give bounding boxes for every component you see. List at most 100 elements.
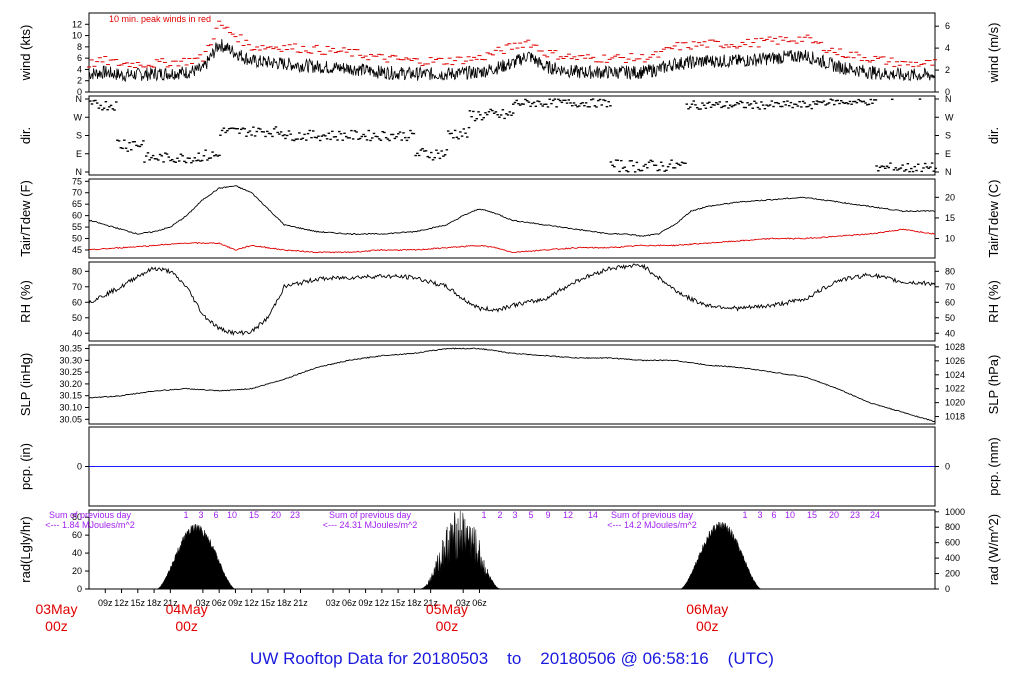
panel-frame <box>88 261 936 342</box>
x-tick-label: 21z <box>293 598 308 608</box>
x-tick-label: 09z <box>228 598 243 608</box>
title-part-1: UW Rooftop Data for 20180503 <box>250 649 489 668</box>
y-tick-label: 60 <box>72 211 82 221</box>
y-tick-label: 30.10 <box>59 402 82 412</box>
y-tick-label-right: 1028 <box>945 342 965 352</box>
y-tick-label: 10 <box>72 31 82 41</box>
day-label: 03May <box>35 601 77 617</box>
rad-hour-label: 5 <box>528 510 533 520</box>
rad-sum-value: <--- 1.84 MJoules/m^2 <box>45 520 135 530</box>
y-axis-label: pcp. (in) <box>18 443 33 490</box>
rad-hour-label: 1 <box>742 510 747 520</box>
x-tick-label: 03z <box>196 598 211 608</box>
rad-hour-label: 20 <box>271 510 281 520</box>
y-tick-label: 50 <box>72 313 82 323</box>
panel-frame <box>88 509 936 590</box>
y-tick-label-right: 1018 <box>945 412 965 422</box>
x-tick-label: 15z <box>261 598 276 608</box>
y-tick-label: 4 <box>77 64 82 74</box>
y-tick-label: W <box>74 112 83 122</box>
y-tick-label: 30.05 <box>59 414 82 424</box>
y-tick-label: 20 <box>72 566 82 576</box>
title-spacer-2 <box>526 649 535 668</box>
rad-hour-label: 14 <box>588 510 598 520</box>
y-tick-label: S <box>76 131 82 141</box>
chart-title: UW Rooftop Data for 20180503 to 20180506… <box>0 649 1024 669</box>
rad-sum-value: <--- 24.31 MJoules/m^2 <box>323 520 418 530</box>
x-tick-label: 06z <box>212 598 227 608</box>
y-tick-label-right: 1020 <box>945 398 965 408</box>
y-tick-label: 30.15 <box>59 391 82 401</box>
y-axis-label-right: RH (%) <box>986 280 1001 323</box>
y-tick-label-right: 1024 <box>945 370 965 380</box>
y-tick-label: 80 <box>72 266 82 276</box>
y-axis-label: RH (%) <box>18 280 33 323</box>
y-tick-label: 45 <box>72 245 82 255</box>
y-tick-label: 0 <box>77 462 82 472</box>
panel-pcp: pcp. (in) pcp. (mm) 0 0 <box>18 426 1001 507</box>
y-tick-label: 65 <box>72 199 82 209</box>
x-tick-label: 21z <box>423 598 438 608</box>
y-tick-label-right: 600 <box>945 538 960 548</box>
rad-hour-label: 15 <box>249 510 259 520</box>
y-tick-label: E <box>76 149 82 159</box>
rad-hour-label: 9 <box>545 510 550 520</box>
rad-hour-label: 6 <box>771 510 776 520</box>
rad-sum-value: <--- 14.2 MJoules/m^2 <box>607 520 697 530</box>
y-tick-label-right: 2 <box>945 65 950 75</box>
radiation-area <box>156 523 236 590</box>
panel-rh: RH (%) RH (%) 80 70 60 50 40 80 70 60 50 40 <box>18 261 1001 342</box>
y-tick-label-right: 1026 <box>945 356 965 366</box>
y-axis-label: Tair/Tdew (F) <box>18 180 33 257</box>
panel-frame <box>88 344 936 425</box>
y-tick-label: 8 <box>77 42 82 52</box>
panel-rad: rad(Lgly/hr) rad (W/m^2)80604020010008006… <box>18 507 1001 594</box>
y-tick-label-right: 40 <box>945 328 955 338</box>
day-hour-label: 00z <box>45 618 68 634</box>
slp-series-0 <box>88 347 936 422</box>
day-hour-label: 00z <box>175 618 198 634</box>
rad-sum-label: Sum of previous day <box>329 510 412 520</box>
y-tick-label: 0 <box>77 87 82 97</box>
x-tick-label: 15z <box>391 598 406 608</box>
y-tick-label-right: 20 <box>945 192 955 202</box>
x-tick-label: 03z <box>456 598 471 608</box>
rad-hour-label: 1 <box>183 510 188 520</box>
y-tick-label: 80 <box>72 512 82 522</box>
x-tick-label: 03z <box>326 598 341 608</box>
y-tick-label: 30.30 <box>59 355 82 365</box>
y-axis-label-right: wind (m/s) <box>986 23 1001 84</box>
y-tick-label-right: 70 <box>945 282 955 292</box>
y-tick-label: 30.20 <box>59 379 82 389</box>
y-tick-label-right: 1022 <box>945 384 965 394</box>
y-tick-label: 70 <box>72 282 82 292</box>
temp-series-1 <box>89 228 936 254</box>
y-tick-label: 0 <box>77 584 82 594</box>
panel-frame <box>88 95 936 176</box>
y-axis-label: SLP (inHg) <box>18 353 33 416</box>
y-tick-label: 50 <box>72 234 82 244</box>
title-part-2: to <box>507 649 522 668</box>
title-part-4: (UTC) <box>727 649 774 668</box>
rad-hour-label: 20 <box>829 510 839 520</box>
rad-sum-label: Sum of previous day <box>49 510 132 520</box>
y-tick-label-right: 1000 <box>945 507 965 517</box>
y-axis-label: dir. <box>18 127 33 144</box>
x-tick-label: 12z <box>244 598 259 608</box>
y-tick-label-right: 80 <box>945 266 955 276</box>
x-tick-label: 09z <box>358 598 373 608</box>
day-hour-label: 00z <box>696 618 719 634</box>
y-axis-label-right: SLP (hPa) <box>986 355 1001 415</box>
radiation-area <box>419 510 502 590</box>
y-tick-label: 6 <box>77 53 82 63</box>
y-axis-label: wind (kts) <box>18 25 33 82</box>
y-tick-label: 70 <box>72 188 82 198</box>
panel-frame <box>88 12 936 93</box>
x-tick-label: 12z <box>114 598 129 608</box>
wind-speed-line <box>88 39 935 82</box>
y-tick-label: 55 <box>72 222 82 232</box>
title-spacer-1 <box>493 649 502 668</box>
